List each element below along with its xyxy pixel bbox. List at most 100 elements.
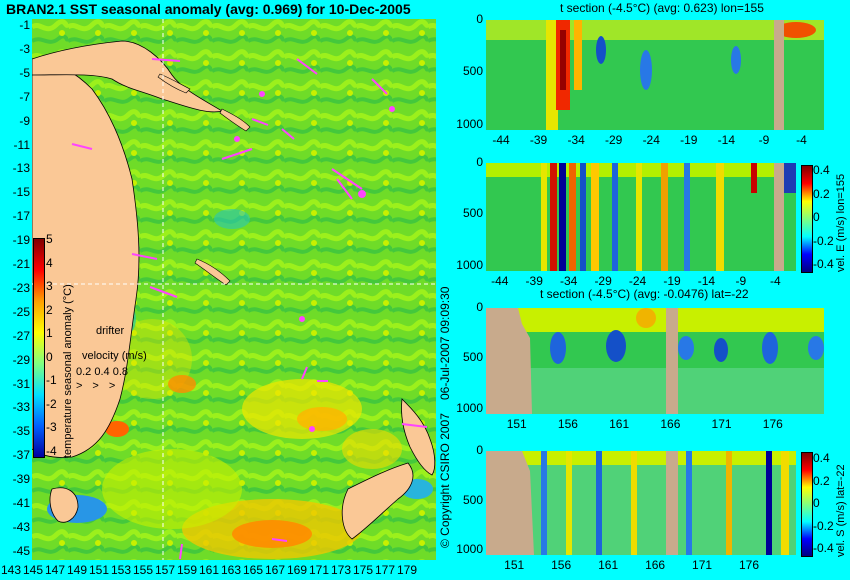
australia-land [32,62,140,458]
colorbar-tick: 0.4 [813,451,830,465]
map-lon-tick: 151 [88,563,110,577]
panel-x-tick: 166 [645,558,666,572]
panel-x-tick: 156 [551,558,572,572]
map-colorbar-tick: -4 [46,443,57,458]
panel4-colorbar [801,452,813,557]
map-colorbar-tick: -2 [46,396,57,411]
colorbar-tick: 0 [813,210,820,224]
copyright-text: © Copyright CSIRO 2007 [438,413,452,548]
new-caledonia-land [194,258,231,286]
panel1-section[interactable] [486,20,824,130]
panel-x-tick: 171 [711,417,732,431]
sst-map[interactable] [32,19,436,560]
panel-x-tick: 161 [598,558,619,572]
map-lon-tick: 155 [132,563,154,577]
panel-x-tick: 176 [762,417,783,431]
map-lat-tick: -29 [12,352,30,367]
panel-x-tick: 156 [557,417,578,431]
colorbar-tick: -0.4 [813,257,834,271]
panel2-side-label: vel. E (m/s) lon=155 [835,173,847,272]
map-lat-tick: -31 [12,376,30,391]
map-lon-tick: 169 [286,563,308,577]
panel-x-tick: -9 [735,274,747,288]
panel-x-tick: -19 [680,133,698,147]
panel-x-tick: -34 [559,274,578,288]
velocity-scale: 0.2 0.4 0.8 [76,366,128,378]
map-lat-tick: -41 [12,496,30,510]
map-colorbar-tick: 0 [46,349,53,364]
colorbar-tick: 0.4 [813,163,830,177]
panel-x-tick: -14 [717,133,736,147]
panel-y-tick: 1000 [456,257,483,272]
colorbar-tick: 0.2 [813,473,830,488]
map-lat-tick: -25 [12,304,30,319]
panel-y-tick: 0 [476,300,483,314]
map-lat-tick: -9 [19,113,30,128]
map-lat-tick: -3 [19,41,30,56]
map-lat-tick: -21 [12,257,30,271]
panel-x-tick: -39 [525,274,543,288]
map-lat-tick: -43 [12,519,30,534]
panel-x-tick: -14 [697,274,716,288]
colorbar-tick: 0 [813,496,820,510]
velocity-label: velocity (m/s) [82,350,147,362]
panel2-section[interactable] [486,163,796,271]
panel-x-tick: 176 [739,558,760,572]
panel-x-tick: -9 [758,133,770,147]
panel-y-tick: 0 [476,155,483,169]
colorbar-tick: 0.2 [813,186,830,201]
map-lon-tick: 173 [330,563,352,577]
panel-x-tick: 166 [660,417,681,431]
panel-y-tick: 1000 [456,116,483,131]
timestamp-text: 06-Jul-2007 09:09:30 [438,286,452,400]
panel-x-tick: -29 [605,133,623,147]
panel-x-tick: -19 [663,274,681,288]
map-colorbar-label: temperature seasonal anomaly (°C) [62,284,74,458]
velocity-arrows: >>> [76,380,126,392]
panel-y-tick: 0 [476,12,483,26]
map-lat-tick: -5 [19,65,30,80]
panel-x-tick: 161 [609,417,630,431]
panel-y-tick: 0 [476,443,483,457]
map-lat-tick: -23 [12,280,30,295]
map-lat-tick: -1 [19,18,30,32]
map-lon-tick: 179 [396,563,418,577]
map-lon-tick: 143 [0,563,22,577]
panel-y-tick: 500 [462,492,483,507]
panel3-section[interactable] [486,308,824,414]
drifter-label: drifter [96,325,125,337]
panel-x-tick: 171 [692,558,713,572]
panel-y-tick: 500 [462,64,483,79]
map-lon-tick: 163 [220,563,242,577]
map-lon-tick: 171 [308,563,330,577]
main-title: BRAN2.1 SST seasonal anomaly (avg: 0.969… [6,1,411,17]
nz-south-island [341,462,414,540]
panel-y-tick: 1000 [456,542,483,557]
map-lon-tick: 161 [198,563,220,577]
map-colorbar [33,238,45,458]
drifter-arrows [71,58,428,560]
panel-x-tick: 151 [504,558,525,572]
colorbar-tick: -0.2 [813,518,834,533]
map-colorbar-tick: -1 [46,373,57,387]
map-lat-tick: -45 [12,543,30,558]
panel4-section[interactable] [486,451,796,555]
panel-x-tick: -44 [492,133,510,147]
panel-y-tick: 500 [462,350,483,365]
map-lat-tick: -17 [12,209,30,224]
map-lat-tick: -15 [12,185,30,200]
panel2-colorbar [801,165,813,273]
map-colorbar-tick: 1 [46,326,53,340]
map-colorbar-tick: -3 [46,420,57,434]
colorbar-tick: -0.4 [813,541,834,555]
map-lon-tick: 153 [110,563,132,577]
panel-x-tick: -4 [796,133,807,147]
map-lat-tick: -7 [19,89,30,104]
panel1-title: t section (-4.5°C) (avg: 0.623) lon=155 [560,1,764,15]
panel-x-tick: -44 [491,274,509,288]
colorbar-tick: -0.2 [813,233,834,248]
panel4-side-label: vel. S (m/s) lat=-22 [835,464,847,557]
map-lon-tick: 145 [22,563,44,577]
map-colorbar-tick: 4 [46,255,53,270]
